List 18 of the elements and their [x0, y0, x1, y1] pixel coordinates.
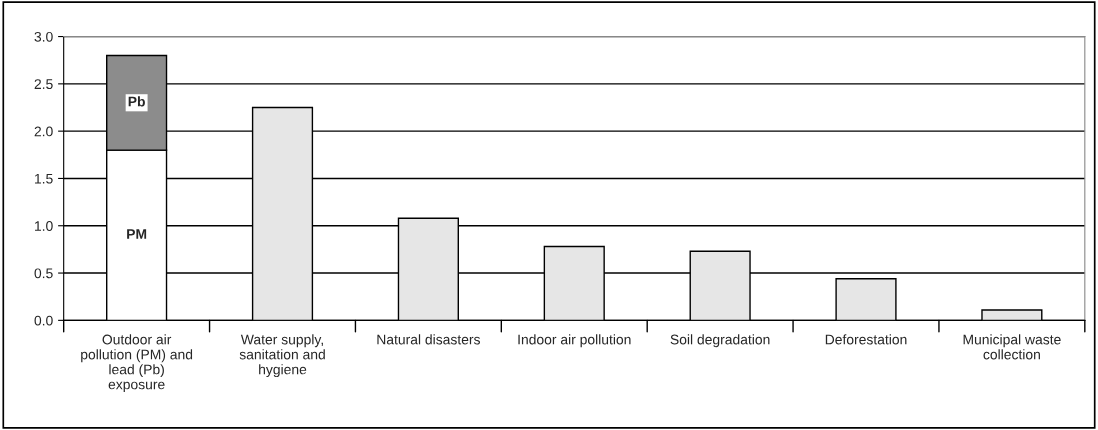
annotation: Pb [128, 96, 145, 107]
bar [835, 278, 897, 321]
x-tick-label: Deforestation [825, 334, 907, 345]
y-tick-label: 3.0 [34, 31, 53, 42]
x-tick-label: Soil degradation [670, 334, 770, 348]
y-tick-label: 1.0 [35, 221, 53, 231]
y-tick-label: 2.0 [34, 126, 53, 137]
x-tick-label: Municipal waste collection [963, 334, 1061, 360]
y-tick-label: 1.5 [35, 173, 53, 184]
x-tick-label: Indoor air pollution [518, 334, 631, 348]
annotation: PM [127, 229, 147, 239]
y-tick-label: 0.0 [34, 315, 53, 326]
x-tick-label: Natural disasters [377, 334, 480, 345]
y-tick-label: 0.5 [34, 268, 53, 279]
bar [981, 309, 1043, 321]
x-tick-label: Outdoor air pollution (PM) and lead (Pb) exposure [81, 334, 193, 393]
y-tick-label: 2.5 [34, 79, 53, 90]
x-tick-label: Water supply, sanitation and hygiene [239, 334, 325, 378]
